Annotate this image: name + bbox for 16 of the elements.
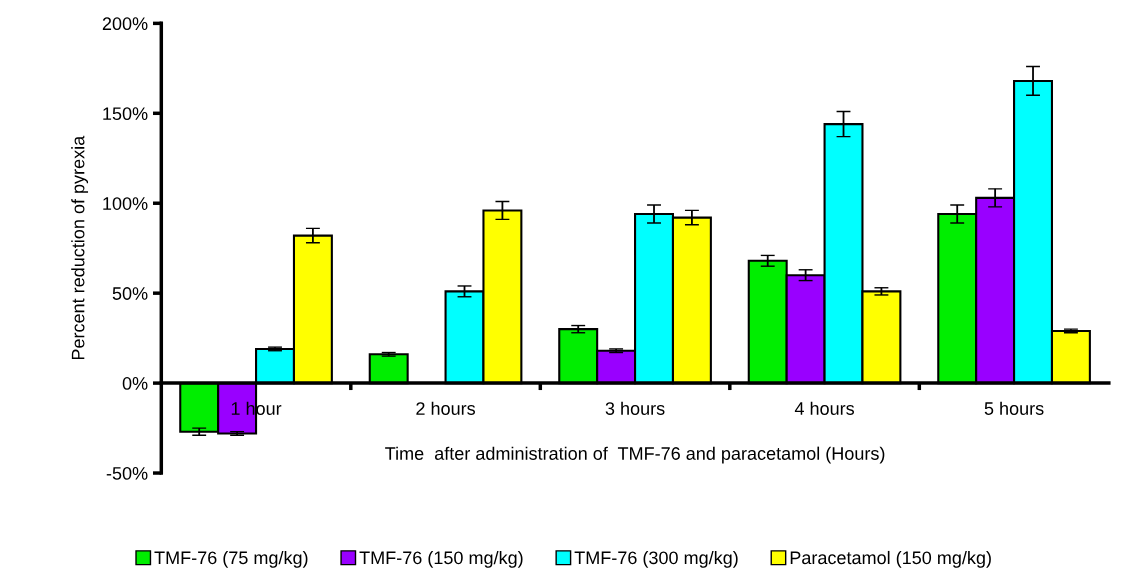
x-tick-label: 2 hours xyxy=(416,401,476,415)
y-tick-label: 150% xyxy=(103,107,148,121)
y-tick-label: 50% xyxy=(112,287,148,300)
x-tick-label: 3 hours xyxy=(605,401,665,415)
legend-label: TMF-76 (300 mg/kg) xyxy=(574,550,738,568)
legend-label: Paracetamol (150 mg/kg) xyxy=(790,550,991,568)
x-axis-title: Time after administration of TMF-76 and paracetamol (Hours) xyxy=(385,446,885,464)
y-tick-label: -50% xyxy=(106,466,148,480)
legend-label: TMF-76 (150 mg/kg) xyxy=(359,550,523,568)
y-tick-label: 0% xyxy=(122,377,148,390)
legend-label: TMF-76 (75 mg/kg) xyxy=(154,550,308,568)
y-axis-title: Percent reduction of pyrexia xyxy=(71,135,89,360)
y-tick-label: 200% xyxy=(102,17,148,31)
y-tick-label: 100% xyxy=(103,197,148,210)
x-tick-label: 5 hours xyxy=(984,401,1044,415)
x-tick-label: 4 hours xyxy=(794,401,855,415)
